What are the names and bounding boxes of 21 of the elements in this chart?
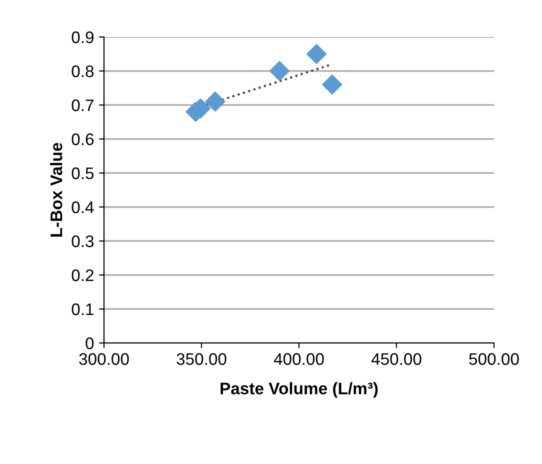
- y-tick-label: 0.8: [72, 65, 94, 78]
- x-tick-label: 400.00: [274, 353, 324, 365]
- y-tick-label: 0.6: [72, 133, 94, 146]
- x-tick-label: 450.00: [371, 353, 422, 365]
- y-tick-label: 0: [86, 337, 94, 350]
- x-axis-title: Paste Volume (L/m³): [220, 382, 378, 398]
- x-tick-label: 500.00: [469, 353, 519, 365]
- point: [306, 44, 327, 64]
- y-tick-label: 0.2: [72, 269, 94, 282]
- point: [205, 92, 226, 112]
- y-tick-label: 0.4: [72, 201, 94, 214]
- x-tick-label: 350.00: [176, 353, 226, 365]
- y-axis-title: L-Box Value: [50, 142, 62, 237]
- point: [322, 74, 342, 95]
- y-tick-label: 0.3: [72, 235, 94, 248]
- y-tick-label: 0.7: [72, 99, 94, 112]
- y-tick-label: 0.1: [72, 303, 94, 316]
- point: [269, 60, 290, 82]
- y-tick-label: 0.9: [72, 31, 94, 44]
- y-tick-label: 0.5: [72, 167, 94, 180]
- x-tick-label: 300.00: [79, 353, 129, 365]
